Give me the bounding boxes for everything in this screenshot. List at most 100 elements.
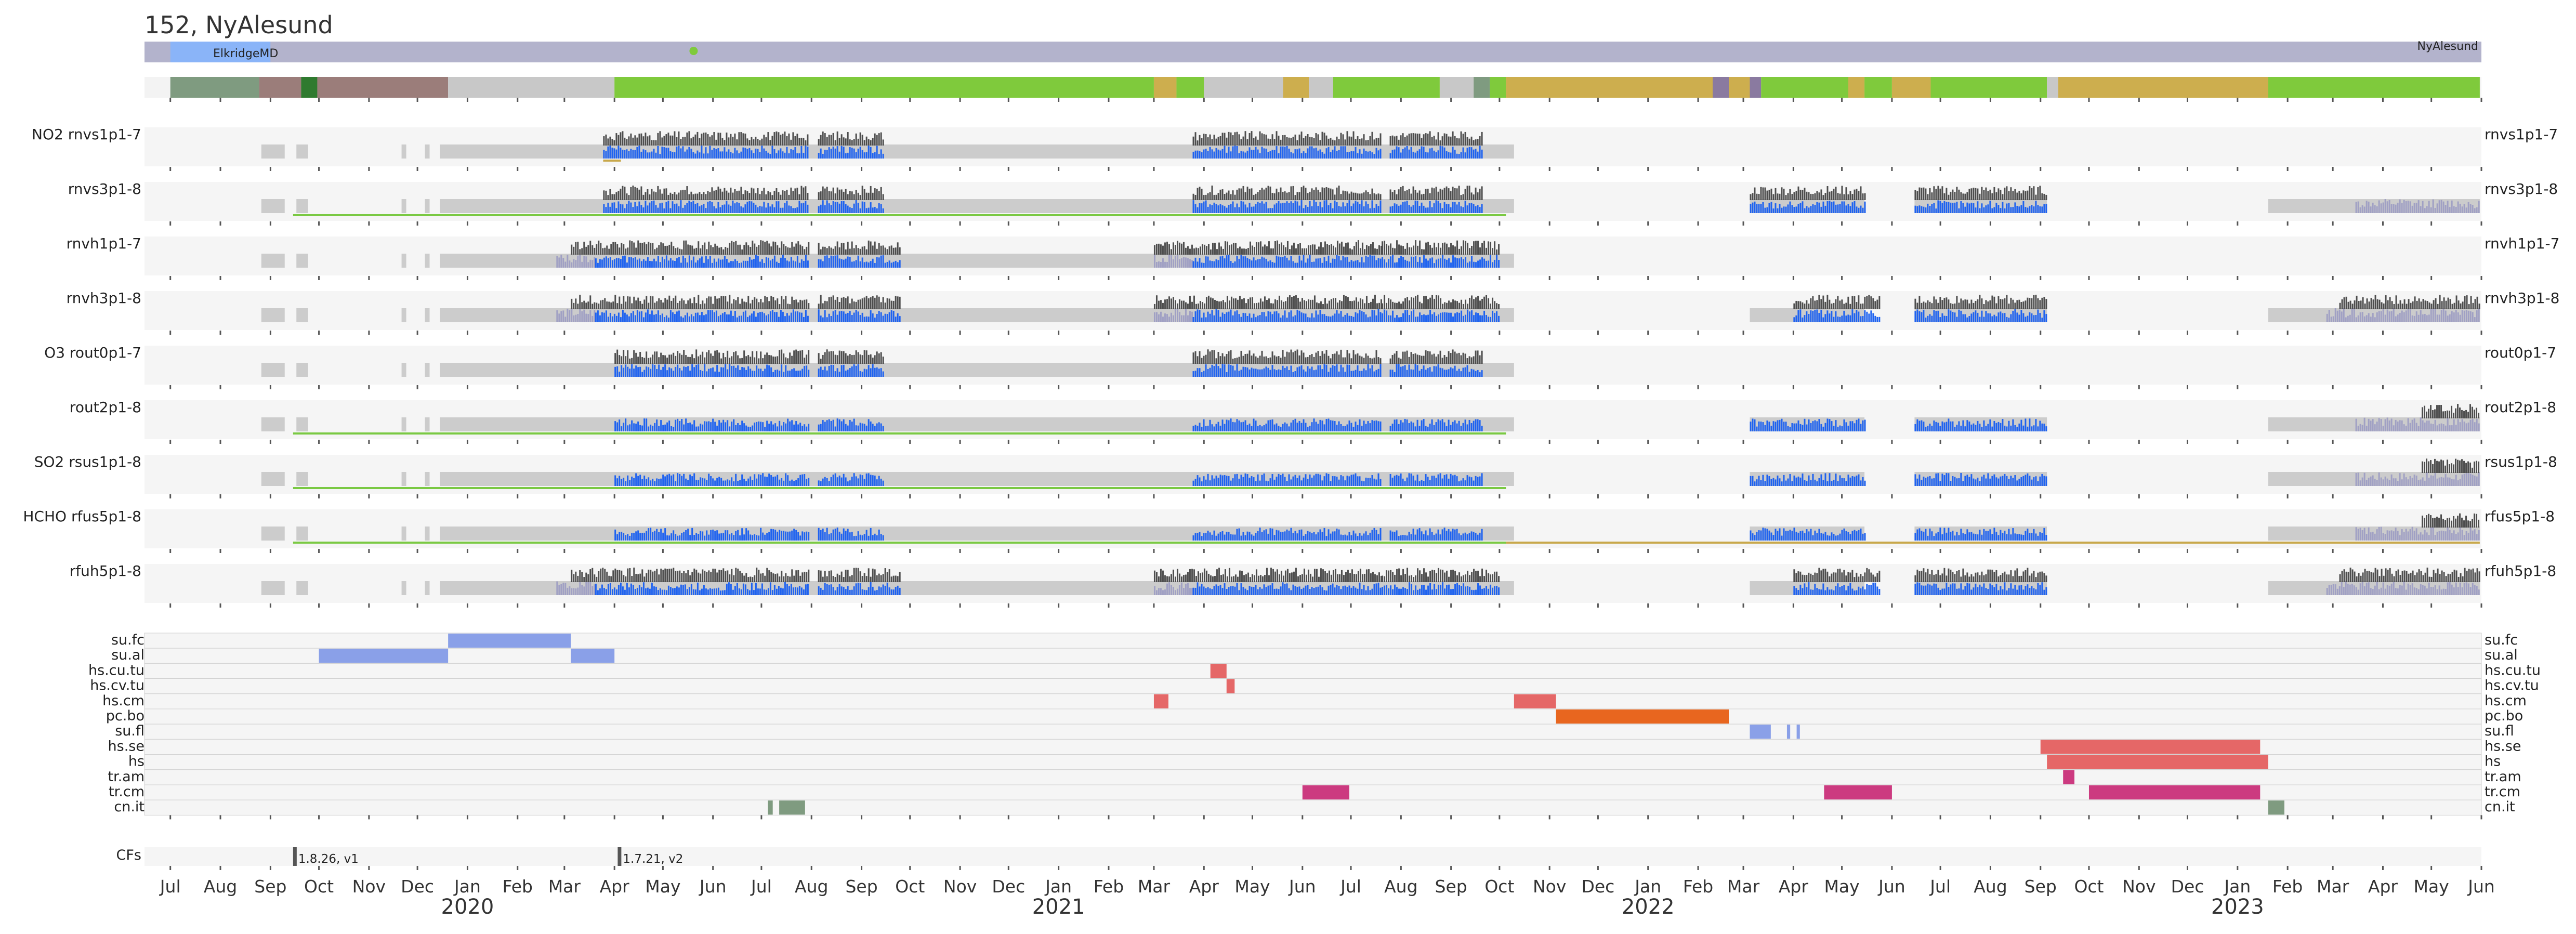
dark-bar — [1342, 190, 1344, 200]
dark-bar — [1468, 186, 1470, 200]
blue-bar — [799, 423, 801, 431]
blue-bar — [808, 424, 810, 431]
dark-bar — [1282, 135, 1284, 146]
blue-bar — [764, 476, 766, 486]
dark-bar — [836, 297, 838, 309]
blue-bar — [895, 260, 897, 268]
blue-bar — [1263, 425, 1265, 431]
blue-bar — [666, 422, 668, 431]
dark-bar — [1355, 297, 1357, 309]
blue-bar — [760, 369, 762, 377]
dark-bar — [1995, 303, 1997, 309]
blue-bar — [740, 206, 742, 213]
blue-bar — [704, 421, 706, 431]
blue-bar — [803, 317, 805, 322]
dark-bar — [1435, 187, 1437, 200]
blue-bar — [1431, 314, 1434, 322]
dark-bar — [708, 241, 710, 255]
blue-bar — [783, 480, 785, 486]
dark-bar — [1494, 241, 1496, 255]
blue-bar — [1246, 207, 1248, 213]
blue-bar — [2039, 206, 2041, 213]
blue-bar — [750, 369, 752, 377]
dark-bar — [619, 296, 621, 309]
blue-bar — [876, 367, 878, 377]
dark-bar — [1847, 194, 1849, 200]
blue-bar — [880, 368, 882, 377]
dark-bar — [1427, 351, 1429, 364]
dark-bar — [1185, 302, 1187, 309]
blue-bar — [2033, 425, 2035, 431]
blue-bar — [1804, 480, 1806, 486]
dark-bar — [693, 248, 695, 255]
dark-bar — [734, 189, 736, 200]
lavender-bar — [2415, 203, 2417, 213]
blue-bar — [1498, 260, 1500, 268]
dark-bar — [1267, 186, 1269, 200]
blue-bar — [1958, 478, 1960, 486]
blue-bar — [653, 200, 655, 213]
blue-bar — [1814, 479, 1816, 486]
dark-bar — [1201, 138, 1203, 146]
dark-bar — [865, 136, 868, 146]
dark-bar — [1440, 247, 1442, 255]
blue-bar — [1300, 365, 1303, 377]
blue-bar — [1854, 423, 1856, 431]
dark-bar — [1338, 354, 1340, 364]
blue-bar — [878, 203, 880, 213]
blue-bar — [1470, 369, 1473, 377]
blue-bar — [1416, 365, 1418, 377]
blue-bar — [1257, 315, 1259, 322]
dark-bar — [726, 190, 728, 200]
dark-bar — [738, 132, 740, 146]
dark-bar — [1238, 188, 1240, 200]
blue-bar — [1772, 478, 1775, 486]
dark-bar — [1400, 135, 1402, 146]
blue-bar — [1282, 146, 1284, 159]
blue-bar — [734, 311, 736, 322]
dark-bar — [1421, 356, 1423, 364]
dark-bar — [1437, 191, 1439, 200]
dark-bar — [857, 299, 859, 309]
blue-bar — [870, 147, 872, 159]
dark-bar — [732, 137, 734, 146]
blue-bar — [781, 478, 783, 486]
dark-bar — [755, 193, 757, 200]
blue-bar — [1278, 153, 1280, 159]
blue-bar — [638, 311, 640, 322]
lavender-bar — [2390, 204, 2393, 213]
blue-bar — [1462, 367, 1464, 377]
blue-bar — [1298, 205, 1300, 213]
dark-bar — [702, 300, 704, 309]
lavender-bar — [2386, 201, 2388, 213]
lavender-bar — [2357, 426, 2359, 431]
blue-bar — [1473, 315, 1475, 322]
blue-bar — [1219, 256, 1221, 268]
dark-bar — [1234, 358, 1236, 364]
blue-bar — [1240, 317, 1242, 322]
dark-bar — [713, 190, 715, 200]
dark-bar — [1317, 189, 1319, 200]
blue-bar — [861, 312, 863, 322]
dark-bar — [1336, 136, 1338, 146]
dark-bar — [772, 241, 774, 255]
dark-bar — [1313, 357, 1315, 364]
blue-bar — [1317, 424, 1319, 431]
blue-bar — [1475, 371, 1477, 377]
dark-bar — [1799, 301, 1802, 309]
blue-bar — [2033, 315, 2035, 322]
dark-bar — [768, 301, 770, 309]
blue-bar — [1412, 370, 1414, 377]
dark-bar — [1219, 189, 1221, 200]
dark-bar — [1473, 356, 1475, 364]
dark-bar — [742, 194, 744, 200]
blue-bar — [1201, 318, 1203, 322]
dark-bar — [2027, 297, 2029, 309]
blue-bar — [870, 261, 872, 268]
lavender-bar — [2422, 420, 2424, 431]
dark-bar — [2045, 299, 2047, 309]
dark-bar — [804, 299, 806, 309]
blue-bar — [609, 206, 611, 213]
blue-bar — [1916, 206, 1918, 213]
blue-bar — [1215, 148, 1217, 159]
